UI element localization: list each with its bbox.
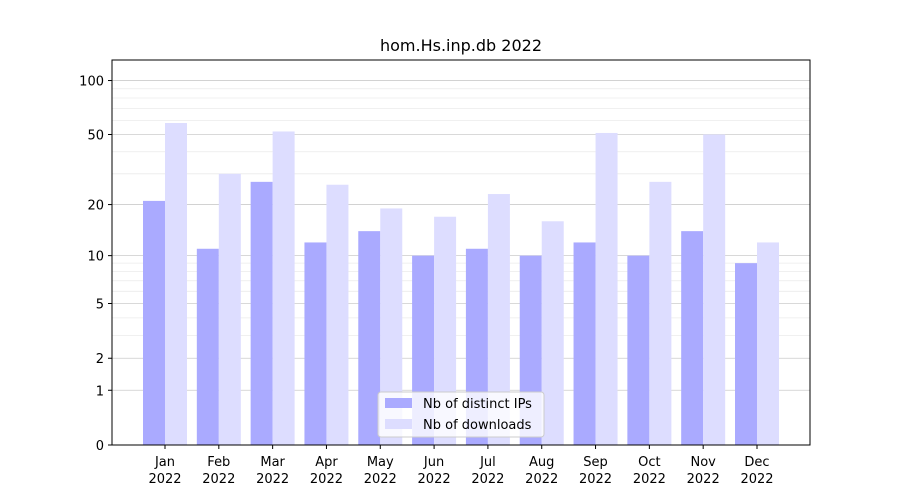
bar-ips — [143, 200, 165, 445]
bar-downloads — [272, 131, 295, 445]
x-tick-label-month: Aug — [529, 455, 554, 470]
bar-downloads — [434, 216, 457, 445]
bar-downloads — [326, 184, 349, 445]
x-axis: Jan 2022 Feb 2022 Mar 2022 Apr 2022 May 2022 Jun 20… — [148, 445, 774, 487]
x-tick-label-month: Jan — [154, 455, 175, 470]
y-tick-label: 10 — [87, 250, 104, 265]
bar-downloads — [703, 134, 726, 446]
x-tick-label-month: Feb — [207, 455, 230, 470]
x-tick-label-year: 2022 — [148, 472, 181, 487]
x-tick-label-year: 2022 — [202, 472, 235, 487]
bar-downloads — [757, 242, 779, 445]
y-tick-label: 20 — [87, 199, 104, 214]
bar-ips — [358, 231, 381, 445]
bar-ips — [681, 231, 704, 445]
x-tick-label-month: Dec — [744, 455, 769, 470]
x-tick-label-month: Jul — [479, 455, 496, 470]
x-tick-label-year: 2022 — [364, 472, 397, 487]
x-tick-label-year: 2022 — [418, 472, 451, 487]
y-tick-label: 1 — [96, 384, 104, 399]
x-tick-label-month: Sep — [583, 455, 608, 470]
plot-frame — [111, 59, 811, 446]
x-tick-label-year: 2022 — [579, 472, 612, 487]
y-tick-label: 50 — [87, 128, 104, 143]
bar-downloads — [649, 181, 672, 445]
x-tick-label-year: 2022 — [471, 472, 504, 487]
chart-title: hom.Hs.inp.db 2022 — [380, 36, 542, 55]
legend-frame — [377, 391, 545, 438]
bar-downloads — [541, 221, 564, 445]
y-tick-label: 0 — [96, 439, 104, 454]
x-tick-label-year: 2022 — [310, 472, 343, 487]
bar-downloads — [595, 132, 618, 445]
bar-downloads — [165, 122, 187, 445]
legend-label-ips: Nb of distinct IPs — [423, 397, 532, 412]
y-tick-label: 5 — [96, 298, 104, 313]
x-tick-label-year: 2022 — [525, 472, 558, 487]
bar-ips — [250, 181, 273, 445]
legend: Nb of distinct IPs Nb of downloads — [377, 391, 545, 438]
x-tick-label-year: 2022 — [740, 472, 773, 487]
x-tick-label-month: Mar — [260, 455, 285, 470]
legend-swatch-downloads — [385, 419, 412, 429]
x-tick-label-year: 2022 — [256, 472, 289, 487]
y-axis: 0 1 2 5 10 20 50 100 — [79, 75, 112, 454]
bar-ips — [573, 242, 596, 445]
x-tick-label-month: Nov — [690, 455, 716, 470]
bar-downloads — [380, 208, 403, 445]
x-tick-label-year: 2022 — [633, 472, 666, 487]
bar-ips — [627, 255, 650, 445]
y-tick-label: 100 — [79, 75, 104, 90]
bar-downloads — [218, 173, 241, 446]
x-tick-label-month: Jun — [423, 455, 444, 470]
bar-ips — [196, 248, 219, 445]
bar-ips — [735, 263, 757, 445]
x-tick-label-month: Apr — [315, 455, 338, 470]
x-tick-label-month: May — [367, 455, 394, 470]
x-tick-label-year: 2022 — [687, 472, 720, 487]
x-tick-label-month: Oct — [638, 455, 660, 470]
bar-ips — [304, 242, 327, 445]
legend-swatch-ips — [385, 398, 412, 408]
y-tick-label: 2 — [96, 352, 104, 367]
bar-downloads — [487, 194, 510, 445]
legend-label-downloads: Nb of downloads — [423, 418, 532, 433]
